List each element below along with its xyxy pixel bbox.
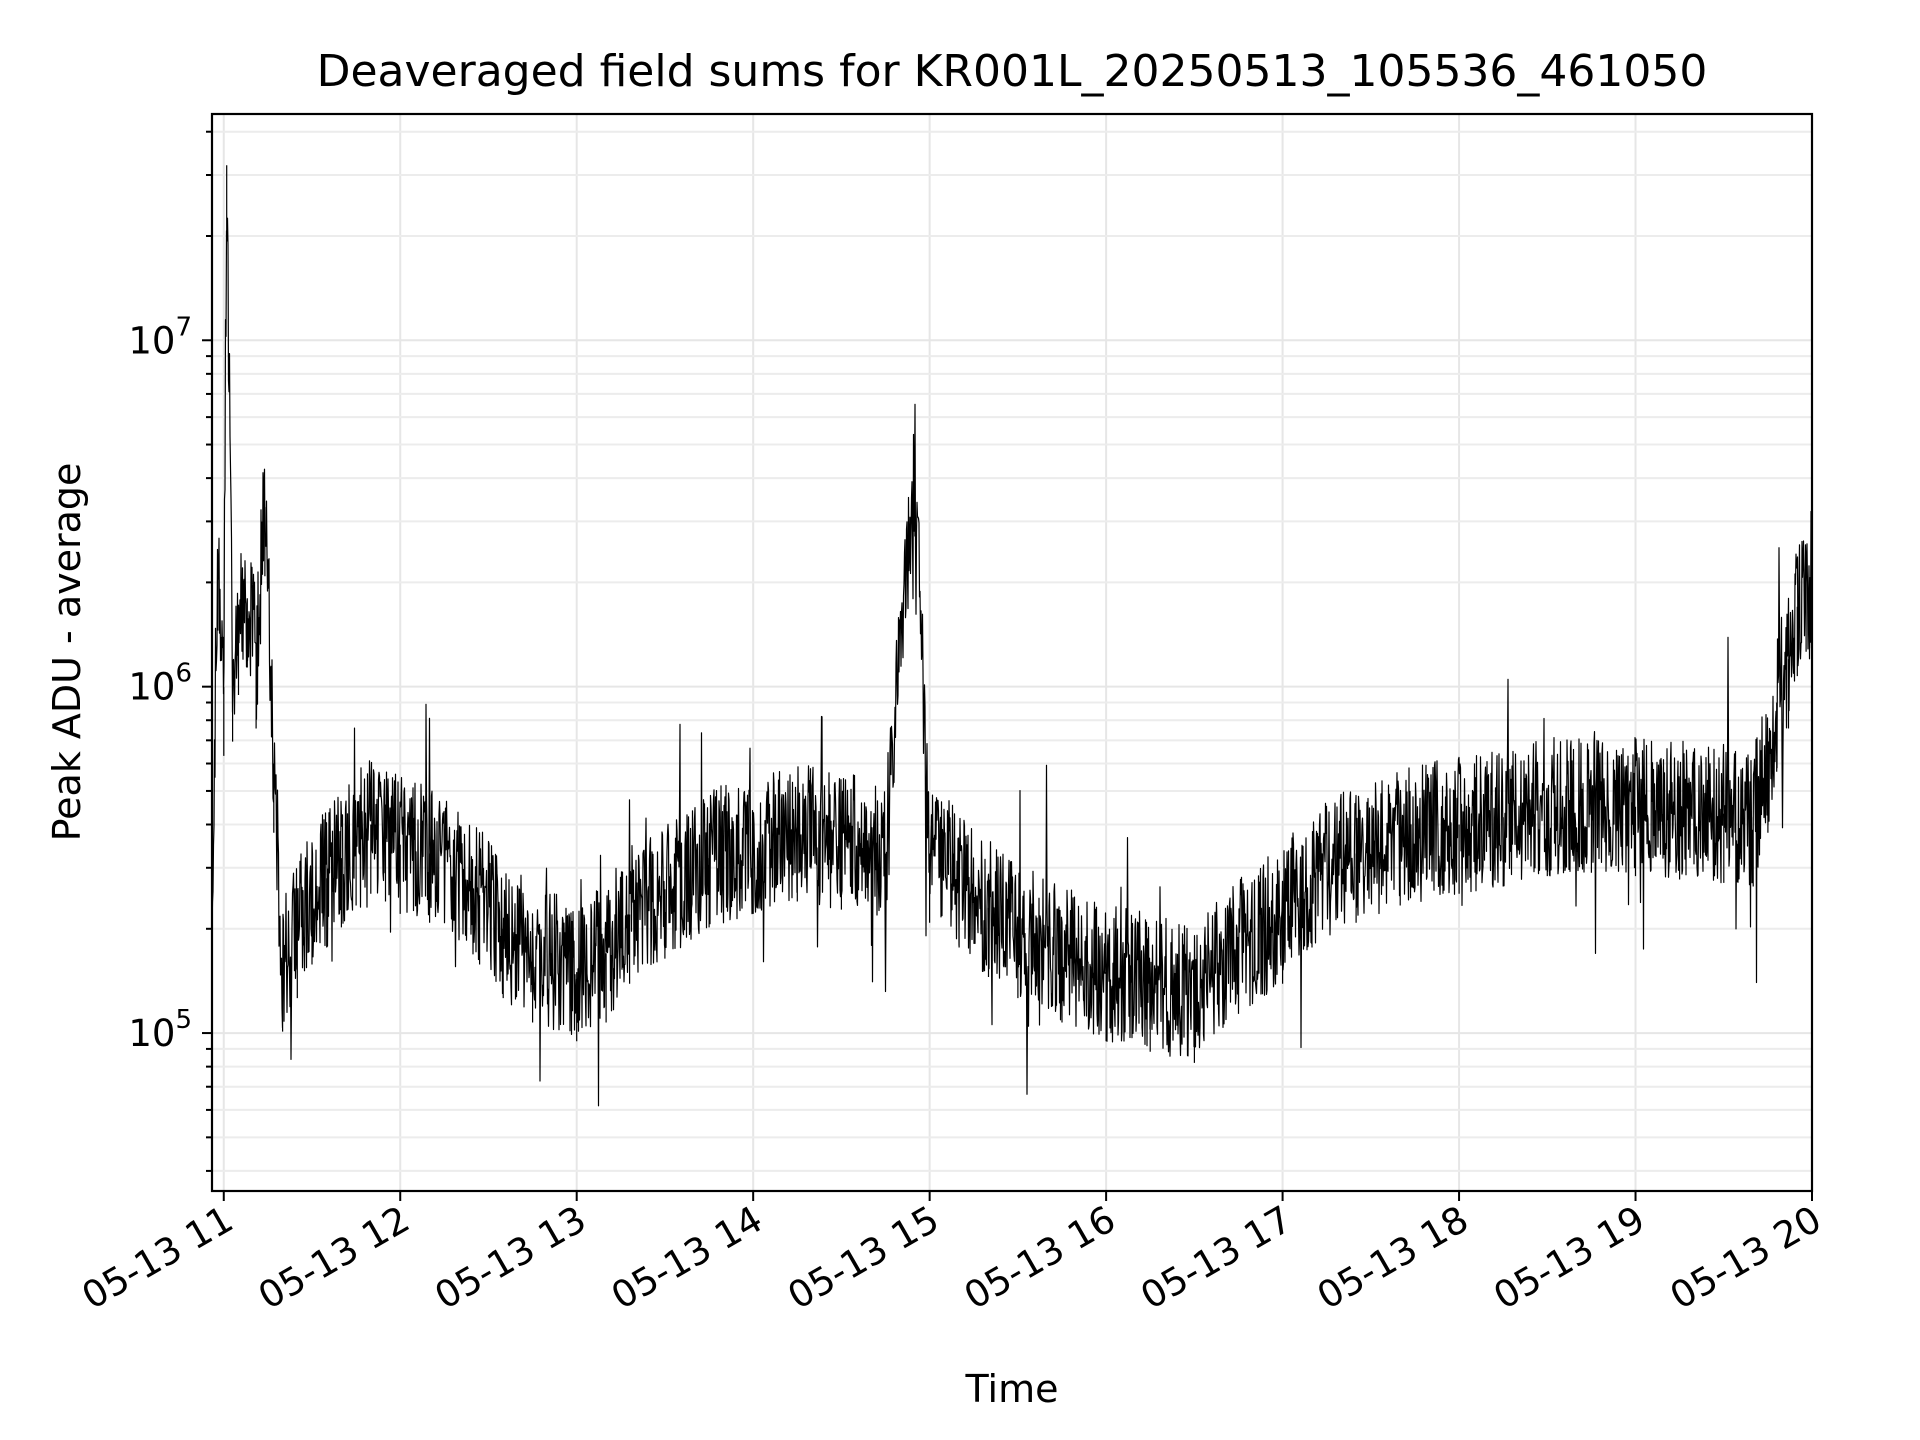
grid xyxy=(212,114,1813,1191)
x-axis: 05-13 11 05-13 12 05-13 13 05-13 14 05-13 15… xyxy=(75,1191,1829,1318)
x-tick-label: 05-13 11 xyxy=(75,1198,241,1318)
x-tick-label: 05-13 16 xyxy=(957,1198,1123,1318)
y-tick-label: 106 xyxy=(128,659,192,709)
x-axis-label: Time xyxy=(965,1367,1059,1411)
y-tick-label: 105 xyxy=(128,1005,192,1055)
x-tick-label: 05-13 12 xyxy=(251,1198,417,1318)
x-tick-label: 05-13 18 xyxy=(1310,1198,1476,1318)
series-line xyxy=(211,165,1813,1107)
y-axis: 105 106 107 xyxy=(128,130,212,1172)
plot-area xyxy=(211,165,1813,1107)
x-tick-label: 05-13 14 xyxy=(604,1198,770,1318)
x-tick-label: 05-13 20 xyxy=(1663,1198,1829,1318)
x-tick-label: 05-13 15 xyxy=(781,1198,947,1318)
x-tick-label: 05-13 19 xyxy=(1486,1198,1652,1318)
y-tick-label: 107 xyxy=(128,312,192,362)
x-tick-label: 05-13 17 xyxy=(1134,1198,1300,1318)
chart-title: Deaveraged field sums for KR001L_2025051… xyxy=(317,46,1708,97)
x-tick-label: 05-13 13 xyxy=(428,1198,594,1318)
plot-frame xyxy=(210,112,1814,1193)
y-axis-label: Peak ADU - average xyxy=(45,463,89,842)
